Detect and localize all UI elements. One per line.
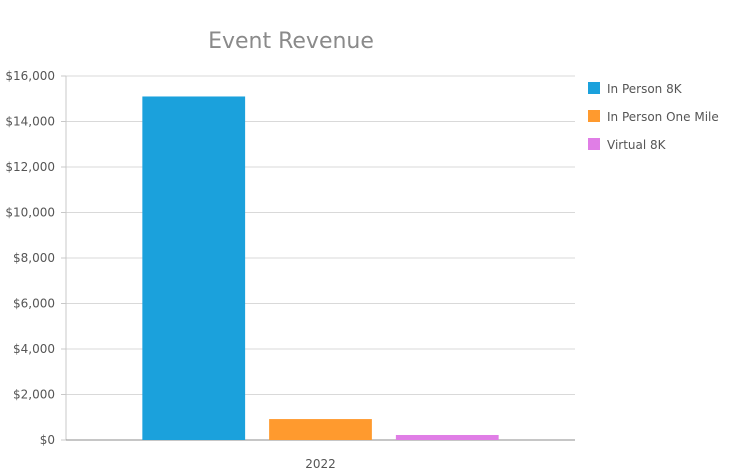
legend-swatch	[588, 82, 600, 94]
legend-item-virtual-8k[interactable]: Virtual 8K	[588, 138, 667, 152]
bar-virtual-8k[interactable]	[395, 434, 499, 440]
legend-item-in-person-8k[interactable]: In Person 8K	[588, 82, 683, 96]
y-tick-label: $12,000	[5, 160, 55, 174]
x-tick-label: 2022	[305, 457, 336, 471]
y-tick-label: $6,000	[13, 297, 55, 311]
bar-in-person-8k[interactable]	[142, 96, 246, 440]
legend-label: In Person 8K	[607, 82, 683, 96]
y-tick-label: $14,000	[5, 115, 55, 129]
y-tick-label: $10,000	[5, 206, 55, 220]
legend-swatch	[588, 138, 600, 150]
legend-label: In Person One Mile	[607, 110, 719, 124]
y-tick-label: $16,000	[5, 69, 55, 83]
bars	[142, 96, 499, 440]
bar-in-person-one-mile[interactable]	[269, 419, 372, 440]
y-tick-label: $8,000	[13, 251, 55, 265]
y-tick-label: $2,000	[13, 388, 55, 402]
legend-item-in-person-one-mile[interactable]: In Person One Mile	[588, 110, 719, 124]
chart-title: Event Revenue	[208, 29, 374, 54]
tick-labels: $0 $2,000 $4,000 $6,000 $8,000 $10,000 $12,000…	[5, 69, 335, 471]
y-tick-label: $4,000	[13, 342, 55, 356]
legend-label: Virtual 8K	[607, 138, 667, 152]
legend-swatch	[588, 110, 600, 122]
y-tick-label: $0	[40, 433, 55, 447]
legend[interactable]: In Person 8K In Person One Mile Virtual 8K	[588, 82, 719, 152]
